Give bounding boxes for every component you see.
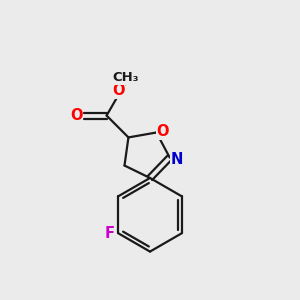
Text: N: N	[171, 152, 183, 167]
Text: O: O	[112, 83, 124, 98]
Text: O: O	[70, 108, 83, 123]
Text: CH₃: CH₃	[112, 71, 139, 84]
Text: O: O	[157, 124, 169, 139]
Text: F: F	[105, 226, 115, 241]
